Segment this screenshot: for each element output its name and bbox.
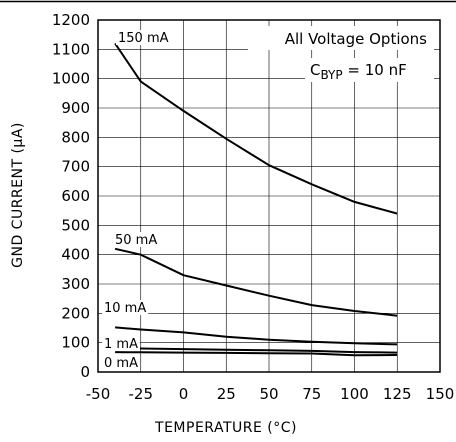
series-label: 0 mA	[104, 356, 138, 371]
series-line-1-ma	[115, 346, 398, 354]
x-tick-label: 75	[302, 385, 321, 403]
x-tick-label: 50	[259, 385, 278, 403]
series-label: 1 mA	[104, 337, 138, 352]
series-label: 10 mA	[104, 301, 146, 316]
y-tick-label: 500	[61, 216, 90, 234]
series-label: 150 mA	[118, 31, 169, 46]
annotation-backing	[248, 26, 434, 50]
series-line-0-ma	[115, 351, 398, 357]
y-tick-label: 400	[61, 246, 90, 264]
y-tick-label: 1200	[52, 11, 90, 29]
x-tick-label: 0	[179, 385, 189, 403]
y-tick-label: 1100	[52, 40, 90, 58]
series-label-backing	[102, 336, 140, 351]
series-labels: 150 mA 50 mA 10 mA 1 mA 0 mA	[102, 30, 171, 371]
series-label-backing	[102, 300, 149, 315]
y-tick-label: 1000	[52, 70, 90, 88]
y-tick-label: 900	[61, 99, 90, 117]
y-tick-label: 200	[61, 304, 90, 322]
x-axis-title: TEMPERATURE (°C)	[154, 420, 297, 436]
x-tick-label: 100	[340, 385, 369, 403]
x-tick-label: 25	[217, 385, 236, 403]
y-tick-label: 300	[61, 275, 90, 293]
cbyp-value: = 10 nF	[343, 61, 407, 79]
series-label-backing	[102, 355, 140, 370]
series-line-50-ma	[114, 247, 398, 317]
plot-frame	[97, 19, 441, 373]
x-tick-labels: -50 -25 0 25 50 75 100 125 150	[86, 385, 455, 403]
series-line-10-ma	[115, 326, 398, 346]
x-tick-label: 150	[426, 385, 455, 403]
series-line-150-ma	[114, 42, 398, 215]
y-tick-label: 600	[61, 187, 90, 205]
cbyp-subscript: BYP	[320, 68, 342, 82]
y-tick-label: 0	[80, 363, 90, 381]
y-tick-labels: 0 100 200 300 400 500 600 700 800 900 1000 1100 1200	[52, 11, 90, 381]
y-tick-label: 700	[61, 158, 90, 176]
y-tick-label: 800	[61, 128, 90, 146]
series-label: 50 mA	[115, 233, 157, 248]
series-label-backing	[116, 30, 171, 45]
x-tick-label: -50	[86, 385, 111, 403]
annotation-voltage-options: All Voltage Options	[285, 30, 427, 48]
x-tick-label: -25	[129, 385, 154, 403]
y-tick-label: 100	[61, 334, 90, 352]
annotation-backing	[305, 58, 434, 82]
x-tick-label: 125	[383, 385, 412, 403]
y-axis-title: GND CURRENT (μA)	[10, 122, 26, 268]
series-label-backing	[113, 232, 160, 247]
cbyp-symbol: C	[310, 61, 320, 79]
series-lines	[114, 42, 398, 357]
annotation-cbyp: CBYP = 10 nF	[310, 61, 407, 82]
